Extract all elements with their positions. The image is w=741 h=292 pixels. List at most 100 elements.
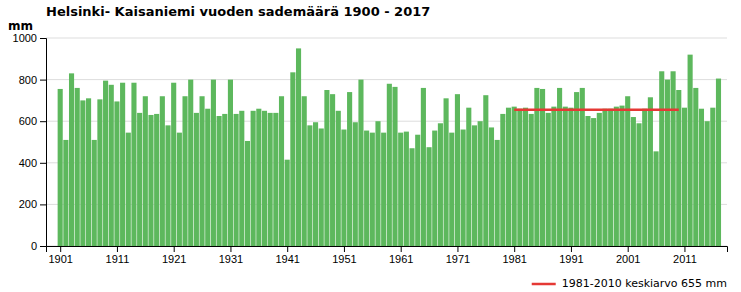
x-tick: 2001	[616, 246, 640, 265]
bar	[636, 123, 641, 246]
bar	[58, 89, 63, 246]
y-tick-mark	[40, 246, 46, 247]
bar	[80, 100, 85, 246]
bar	[540, 89, 545, 246]
bar	[580, 88, 585, 246]
y-tick: 200	[19, 198, 46, 210]
x-tick-label: 2011	[673, 253, 697, 265]
bar	[307, 125, 312, 246]
bar	[160, 96, 165, 246]
y-axis-label: mm	[8, 19, 33, 33]
bar	[415, 135, 420, 246]
bar	[688, 55, 693, 246]
bar	[165, 125, 170, 246]
bar	[387, 84, 392, 246]
bar	[222, 114, 227, 246]
x-tick-mark	[60, 246, 61, 252]
x-tick-label: 1971	[446, 253, 470, 265]
bar	[268, 113, 273, 246]
bar	[234, 114, 239, 246]
bar	[648, 97, 653, 246]
bar	[705, 121, 710, 246]
bar	[461, 130, 466, 246]
bar	[358, 80, 363, 246]
bar	[75, 88, 80, 246]
bar	[256, 109, 261, 246]
bar	[381, 133, 386, 246]
bar	[671, 71, 676, 246]
bar	[296, 48, 301, 246]
bar	[444, 98, 449, 246]
y-tick-label: 0	[31, 240, 37, 252]
title: Helsinki- Kaisaniemi vuoden sademäärä 19…	[46, 4, 430, 19]
bar	[676, 90, 681, 246]
bar	[432, 131, 437, 246]
bar	[449, 133, 454, 246]
bar	[330, 94, 335, 246]
x-tick-label: 1911	[106, 253, 130, 265]
y-tick-label: 800	[19, 74, 37, 86]
bar	[364, 131, 369, 246]
bar	[205, 109, 210, 246]
bar	[551, 107, 556, 246]
bar	[597, 113, 602, 246]
bar	[228, 80, 233, 246]
bar	[495, 140, 500, 246]
y-tick-mark	[40, 38, 46, 39]
x-tick-mark	[457, 246, 458, 252]
y-tick-label: 200	[19, 198, 37, 210]
bar	[120, 83, 125, 246]
y-tick-mark	[40, 121, 46, 122]
bar	[341, 130, 346, 246]
bar	[217, 116, 222, 246]
bar	[290, 72, 295, 246]
bar	[114, 101, 119, 246]
bar	[619, 106, 624, 246]
y-tick-label: 1000	[13, 32, 37, 44]
bar	[409, 148, 414, 246]
bar	[370, 133, 375, 246]
bar	[642, 109, 647, 246]
x-tick-label: 1901	[48, 253, 72, 265]
bar	[534, 88, 539, 246]
x-tick: 1981	[502, 246, 526, 265]
x-tick: 1971	[446, 246, 470, 265]
x-tick-mark	[117, 246, 118, 252]
x-tick-label: 1921	[162, 253, 186, 265]
bar	[97, 99, 102, 246]
bar	[137, 113, 142, 246]
bar	[404, 132, 409, 246]
bar	[602, 109, 607, 246]
x-tick-mark	[230, 246, 231, 252]
bar	[182, 96, 187, 246]
x-tick-mark	[344, 246, 345, 252]
legend-swatch	[532, 283, 556, 286]
bar	[529, 114, 534, 246]
x-tick-label: 1951	[332, 253, 356, 265]
bar	[563, 107, 568, 246]
y-tick: 0	[31, 240, 46, 252]
bar	[699, 109, 704, 246]
x-tick-mark	[628, 246, 629, 252]
bar	[262, 111, 267, 246]
bar	[478, 121, 483, 246]
grid	[46, 38, 727, 246]
x-tick-mark	[401, 246, 402, 252]
bar	[148, 115, 153, 246]
bar	[86, 98, 91, 246]
y-axis: 02004006008001000	[13, 32, 47, 252]
bar	[608, 109, 613, 246]
bar	[279, 96, 284, 246]
bar	[500, 114, 505, 246]
x-tick-mark	[571, 246, 572, 252]
bar	[614, 107, 619, 246]
bar	[319, 128, 324, 246]
bar	[251, 111, 256, 246]
bar	[591, 118, 596, 246]
plot-area	[58, 48, 721, 246]
bar	[506, 108, 511, 246]
x-tick: 1951	[332, 246, 356, 265]
x-tick: 1961	[389, 246, 413, 265]
bar	[103, 81, 108, 246]
legend-item: 1981-2010 keskiarvo 655 mm	[532, 277, 727, 290]
